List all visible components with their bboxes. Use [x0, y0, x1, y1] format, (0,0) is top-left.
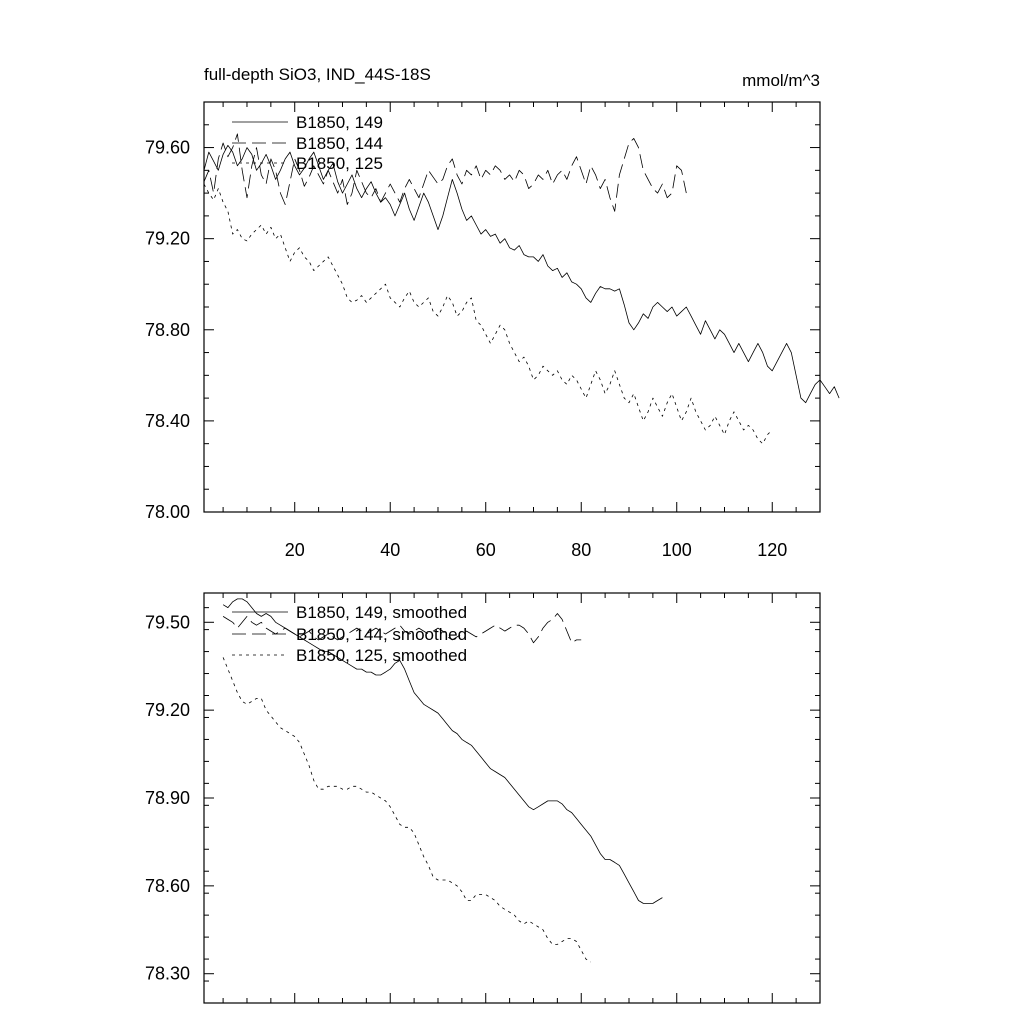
axes: 78.00 78.40 78.80 79.20 79.60 20 40 60 80 100 120: [145, 101, 821, 560]
y-tick-label: 78.30: [145, 964, 190, 984]
x-tick-label: 100: [662, 540, 692, 560]
series-group: [203, 133, 840, 445]
x-tick-label: 80: [571, 540, 591, 560]
series-group: [222, 598, 663, 963]
legend: B1850, 149, smoothed B1850, 144, smoothe…: [232, 603, 467, 665]
top-panel: full-depth SiO3, IND_44S-18S mmol/m^3 78…: [145, 65, 840, 560]
legend-label: B1850, 125: [296, 154, 383, 173]
legend-label: B1850, 149: [296, 113, 383, 132]
y-tick-label: 78.80: [145, 320, 190, 340]
series-line-2: [203, 133, 687, 212]
legend-label: B1850, 149, smoothed: [296, 603, 467, 622]
y-tick-label: 79.20: [145, 700, 190, 720]
x-tick-label: 60: [476, 540, 496, 560]
series-line-2: [222, 613, 582, 644]
x-tick-label: 120: [757, 540, 787, 560]
axes: 78.30 78.60 78.90 79.20 79.50: [145, 592, 821, 1004]
chart-title: full-depth SiO3, IND_44S-18S: [204, 65, 431, 84]
legend-label: B1850, 144, smoothed: [296, 625, 467, 644]
series-line-1: [203, 144, 840, 404]
y-tick-label: 78.60: [145, 876, 190, 896]
legend-label: B1850, 125, smoothed: [296, 646, 467, 665]
legend-label: B1850, 144: [296, 134, 383, 153]
x-tick-label: 20: [285, 540, 305, 560]
series-line-1: [222, 598, 663, 904]
y-tick-label: 78.90: [145, 788, 190, 808]
y-tick-label: 78.40: [145, 411, 190, 431]
y-tick-label: 79.20: [145, 229, 190, 249]
series-line-3: [222, 657, 592, 963]
legend: B1850, 149 B1850, 144 B1850, 125: [232, 113, 383, 173]
y-tick-label: 79.60: [145, 138, 190, 158]
y-tick-label: 79.50: [145, 612, 190, 632]
bottom-panel: 78.30 78.60 78.90 79.20 79.50 B1850, 149, sm…: [145, 592, 821, 1004]
series-line-3: [203, 183, 773, 445]
units-label: mmol/m^3: [742, 71, 820, 90]
y-tick-label: 78.00: [145, 502, 190, 522]
x-tick-label: 40: [380, 540, 400, 560]
